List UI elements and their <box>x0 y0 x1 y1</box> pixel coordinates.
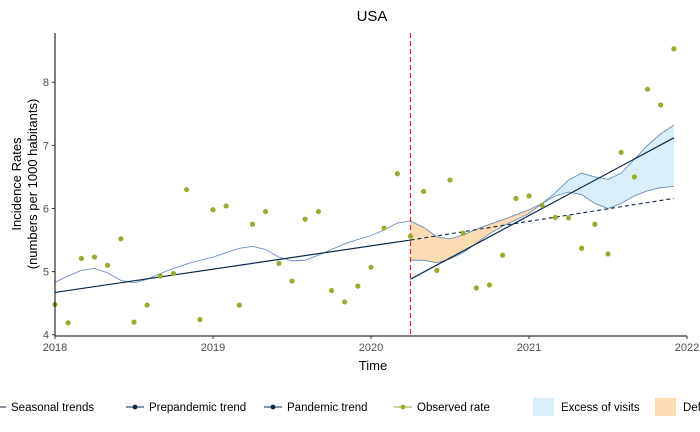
observed-point <box>644 86 651 92</box>
observed-point <box>565 215 572 221</box>
legend-label: Excess of visits <box>561 402 640 414</box>
observed-point <box>368 264 374 270</box>
legend-swatch <box>533 398 554 416</box>
observed-point <box>157 273 163 279</box>
deficit-area-segment <box>423 226 438 264</box>
observed-point <box>276 260 282 267</box>
pandemic-trend-line <box>410 137 675 280</box>
observed-point <box>236 302 242 308</box>
legend-swatch-point <box>132 404 138 410</box>
observed-point <box>91 254 98 260</box>
y-tick-label: 5 <box>43 267 49 279</box>
observed-point <box>210 207 216 213</box>
x-tick-label: 2019 <box>201 342 225 354</box>
observed-point <box>407 233 414 239</box>
observed-point <box>618 149 624 155</box>
y-axis-title-line2: (numbers per 1000 habitants) <box>25 99 40 270</box>
x-tick-label: 2020 <box>359 342 383 354</box>
observed-point <box>223 203 229 209</box>
legend-item-prepandemic-trend: Prepandemic trend <box>126 402 246 414</box>
legend-swatch <box>655 398 676 416</box>
points-layer <box>52 46 677 326</box>
prepandemic-trend-projection-line <box>410 197 674 241</box>
deficit-area-segment <box>410 220 424 261</box>
observed-point <box>315 209 321 215</box>
y-tick-label: 7 <box>43 140 49 152</box>
observed-point <box>184 186 190 193</box>
x-axis-title: Time <box>359 358 387 373</box>
observed-point <box>170 270 177 277</box>
observed-point <box>328 287 335 294</box>
observed-point <box>65 320 71 326</box>
prepandemic-trend-line <box>54 239 411 294</box>
observed-point <box>394 171 400 177</box>
legend-item-deficit-of-visits: Deficit of visits <box>655 398 700 416</box>
observed-point <box>592 221 598 227</box>
seasonal-trend-line <box>54 185 674 284</box>
legend-label: Prepandemic trend <box>149 402 246 414</box>
excess-area-segment <box>647 133 661 192</box>
observed-point <box>473 285 479 291</box>
x-tick-label: 2021 <box>517 342 541 354</box>
observed-point <box>381 225 387 231</box>
observed-point <box>118 236 124 242</box>
legend-label: Observed rate <box>417 402 490 414</box>
observed-point <box>342 299 348 305</box>
observed-point <box>249 221 256 227</box>
observed-point <box>263 209 269 215</box>
legend-label: Pandemic trend <box>287 402 368 414</box>
observed-point <box>658 102 664 108</box>
legend-item-observed-rate: Observed rate <box>394 402 490 414</box>
observed-point <box>539 202 545 208</box>
fills-layer <box>410 124 675 264</box>
legend-label: Seasonal trends <box>11 402 94 414</box>
observed-point <box>78 255 84 261</box>
observed-point <box>447 177 453 183</box>
chart-title: USA <box>357 8 388 25</box>
observed-point <box>197 316 203 323</box>
x-tick-label: 2018 <box>43 342 67 354</box>
y-axis-title-line1: Incidence Rates <box>9 137 24 231</box>
observed-point <box>144 302 150 308</box>
legend-item-seasonal-trends: Seasonal trends <box>0 402 94 414</box>
legend: Seasonal trends Prepandemic trend Pandemic… <box>0 398 700 416</box>
observed-point <box>605 251 611 257</box>
observed-point <box>631 174 637 180</box>
observed-point <box>131 319 137 325</box>
observed-point <box>486 282 493 288</box>
legend-swatch-point <box>270 404 276 410</box>
observed-point <box>526 193 532 199</box>
observed-point <box>579 245 585 251</box>
observed-point <box>434 267 440 273</box>
axes-layer: 2018 2019 2020 2021 2022 4 5 6 7 8 <box>43 33 699 354</box>
observed-point <box>671 46 677 52</box>
excess-area-segment <box>660 124 675 188</box>
observed-point <box>302 216 308 222</box>
observed-point <box>500 252 506 258</box>
observed-point <box>552 214 558 220</box>
observed-point <box>355 283 361 289</box>
legend-item-excess-of-visits: Excess of visits <box>533 398 640 416</box>
observed-point <box>460 230 466 236</box>
y-tick-label: 4 <box>43 330 49 342</box>
observed-point <box>105 262 111 268</box>
y-tick-label: 6 <box>43 203 49 215</box>
observed-point <box>421 188 427 195</box>
y-tick-label: 8 <box>43 77 49 89</box>
legend-item-pandemic-trend: Pandemic trend <box>264 402 368 414</box>
observed-point <box>513 195 519 201</box>
legend-swatch-point <box>400 404 406 410</box>
observed-point <box>289 278 295 284</box>
x-tick-label: 2022 <box>675 342 699 354</box>
legend-label: Deficit of visits <box>683 402 700 414</box>
